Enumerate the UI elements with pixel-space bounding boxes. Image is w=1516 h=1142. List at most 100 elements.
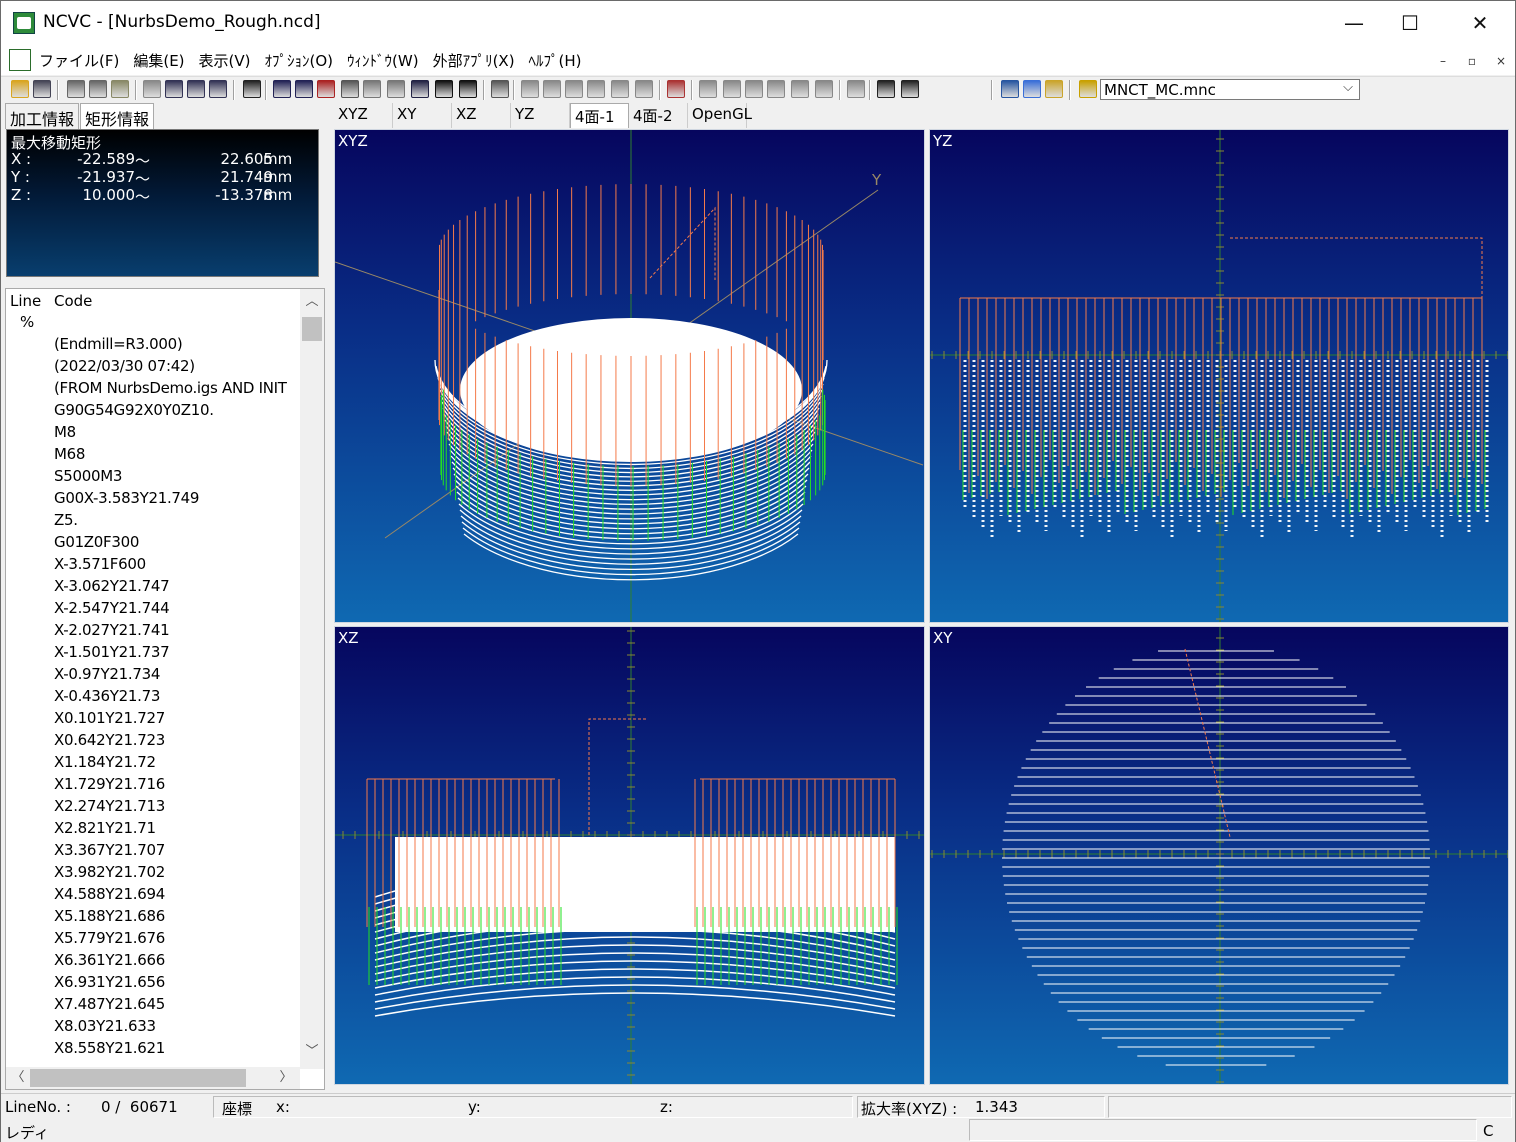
tool-e-icon[interactable] bbox=[611, 80, 629, 98]
export-icon[interactable] bbox=[791, 80, 809, 98]
view-yz[interactable]: YZ bbox=[929, 129, 1509, 623]
hand-icon[interactable] bbox=[387, 80, 405, 98]
scroll-left-arrow-icon[interactable]: 〈 bbox=[11, 1070, 25, 1085]
cut-icon[interactable] bbox=[67, 80, 85, 98]
code-line[interactable]: X1.184Y21.72 bbox=[54, 753, 156, 771]
code-line[interactable]: X8.558Y21.621 bbox=[54, 1039, 165, 1057]
layers-icon[interactable] bbox=[143, 80, 161, 98]
paste-icon[interactable] bbox=[111, 80, 129, 98]
code-line[interactable]: X-2.547Y21.744 bbox=[54, 599, 170, 617]
mdi-restore-button[interactable]: ▫ bbox=[1467, 54, 1477, 68]
tool-f-icon[interactable] bbox=[635, 80, 653, 98]
code-line[interactable]: X2.274Y21.713 bbox=[54, 797, 165, 815]
code-line[interactable]: (FROM NurbsDemo.igs AND INIT bbox=[54, 379, 287, 397]
scroll-up-arrow-icon[interactable]: ︿ bbox=[305, 294, 319, 309]
trace-stop-icon[interactable] bbox=[317, 80, 335, 98]
minimize-button[interactable]: — bbox=[1344, 11, 1364, 35]
code-line[interactable]: X-3.571F600 bbox=[54, 555, 146, 573]
open-file-icon[interactable] bbox=[11, 80, 29, 98]
code-line[interactable]: X-0.97Y21.734 bbox=[54, 665, 161, 683]
code-line[interactable]: X5.188Y21.686 bbox=[54, 907, 165, 925]
fast-forward-icon[interactable] bbox=[435, 80, 453, 98]
view-tab[interactable]: OpenGL bbox=[688, 103, 752, 128]
code-line[interactable]: X-2.027Y21.741 bbox=[54, 621, 170, 639]
code-line[interactable]: M68 bbox=[54, 445, 86, 463]
scroll-right-arrow-icon[interactable]: 〉 bbox=[279, 1070, 293, 1085]
tool-b-icon[interactable] bbox=[543, 80, 561, 98]
move-icon[interactable] bbox=[699, 80, 717, 98]
code-line[interactable]: X3.367Y21.707 bbox=[54, 841, 165, 859]
list-icon[interactable] bbox=[273, 80, 291, 98]
code-line[interactable]: X-3.062Y21.747 bbox=[54, 577, 170, 595]
copy-icon[interactable] bbox=[89, 80, 107, 98]
mdi-close-button[interactable]: × bbox=[1495, 54, 1507, 68]
menu-item[interactable]: 編集(E) bbox=[133, 52, 185, 70]
code-line[interactable]: S5000M3 bbox=[54, 467, 123, 485]
code-line[interactable]: X5.779Y21.676 bbox=[54, 929, 165, 947]
tool-c-icon[interactable] bbox=[565, 80, 583, 98]
view-tab[interactable]: 4面-1 bbox=[570, 103, 629, 128]
arrow-icon[interactable] bbox=[723, 80, 741, 98]
filter-icon[interactable] bbox=[1079, 80, 1097, 98]
window-icon[interactable] bbox=[1023, 80, 1041, 98]
settings-icon[interactable] bbox=[491, 80, 509, 98]
maximize-button[interactable]: ☐ bbox=[1401, 11, 1419, 35]
code-line[interactable]: X0.642Y21.723 bbox=[54, 731, 165, 749]
zoom-fit-icon[interactable] bbox=[165, 80, 183, 98]
code-line[interactable]: X-1.501Y21.737 bbox=[54, 643, 170, 661]
code-line[interactable]: X-0.436Y21.73 bbox=[54, 687, 161, 705]
code-line[interactable]: M8 bbox=[54, 423, 76, 441]
record-icon[interactable] bbox=[667, 80, 685, 98]
cancel-icon[interactable] bbox=[815, 80, 833, 98]
doc-icon[interactable] bbox=[901, 80, 919, 98]
palette-icon[interactable] bbox=[1001, 80, 1019, 98]
menu-item[interactable]: 表示(V) bbox=[198, 52, 251, 70]
code-list[interactable]: Line Code % (Endmill=R3.000) (2022/03/30 0… bbox=[5, 288, 325, 1090]
close-button[interactable]: ✕ bbox=[1471, 11, 1489, 35]
menu-item[interactable]: 外部ｱﾌﾟﾘ(X) bbox=[432, 52, 515, 70]
code-line[interactable]: % bbox=[20, 313, 34, 331]
menu-item[interactable]: ｳｨﾝﾄﾞｳ(W) bbox=[347, 52, 419, 70]
brush-icon[interactable] bbox=[1045, 80, 1063, 98]
code-line[interactable]: X4.588Y21.694 bbox=[54, 885, 165, 903]
trace-icon[interactable] bbox=[341, 80, 359, 98]
code-line[interactable]: (Endmill=R3.000) bbox=[54, 335, 183, 353]
mdi-minimize-button[interactable]: – bbox=[1440, 54, 1446, 68]
horizontal-scroll-thumb[interactable] bbox=[30, 1069, 246, 1087]
code-line[interactable]: G90G54G92X0Y0Z10. bbox=[54, 401, 214, 419]
vertical-scrollbar[interactable]: ︿ ﹀ bbox=[300, 289, 324, 1069]
view-tab[interactable]: XY bbox=[393, 103, 452, 128]
trace-page-icon[interactable] bbox=[363, 80, 381, 98]
code-line[interactable]: X6.361Y21.666 bbox=[54, 951, 165, 969]
play-icon[interactable] bbox=[459, 80, 477, 98]
zoom-in-icon[interactable] bbox=[187, 80, 205, 98]
tool-d-icon[interactable] bbox=[587, 80, 605, 98]
code-line[interactable]: X7.487Y21.645 bbox=[54, 995, 165, 1013]
trace-pause-icon[interactable] bbox=[411, 80, 429, 98]
view-xyz[interactable]: Y XYZ bbox=[334, 129, 925, 623]
column-line[interactable]: Line bbox=[10, 292, 42, 310]
vertical-scroll-thumb[interactable] bbox=[302, 317, 322, 341]
view-tab[interactable]: XZ bbox=[452, 103, 511, 128]
code-line[interactable]: X6.931Y21.656 bbox=[54, 973, 165, 991]
document-icon[interactable] bbox=[9, 49, 31, 71]
view-tab[interactable]: 4面-2 bbox=[629, 103, 688, 128]
tool-a-icon[interactable] bbox=[521, 80, 539, 98]
scroll-down-arrow-icon[interactable]: ﹀ bbox=[305, 1044, 319, 1059]
view-xz[interactable]: XZ bbox=[334, 626, 925, 1085]
code-line[interactable]: G01Z0F300 bbox=[54, 533, 140, 551]
config-icon[interactable] bbox=[847, 80, 865, 98]
tab-machining-info[interactable]: 加工情報 bbox=[5, 103, 80, 129]
zoom-out-icon[interactable] bbox=[209, 80, 227, 98]
horizontal-scrollbar[interactable]: 〈 〉 bbox=[6, 1067, 300, 1089]
code-line[interactable]: G00X-3.583Y21.749 bbox=[54, 489, 200, 507]
view-tab[interactable]: YZ bbox=[511, 103, 570, 128]
menu-item[interactable]: ファイル(F) bbox=[39, 52, 120, 70]
code-line[interactable]: Z5. bbox=[54, 511, 78, 529]
frame-icon[interactable] bbox=[767, 80, 785, 98]
help-icon[interactable] bbox=[243, 80, 261, 98]
save-icon[interactable] bbox=[33, 80, 51, 98]
list-edit-icon[interactable] bbox=[295, 80, 313, 98]
menu-item[interactable]: ｵﾌﾟｼｮﾝ(O) bbox=[264, 52, 334, 70]
menu-item[interactable]: ﾍﾙﾌﾟ(H) bbox=[528, 52, 582, 70]
